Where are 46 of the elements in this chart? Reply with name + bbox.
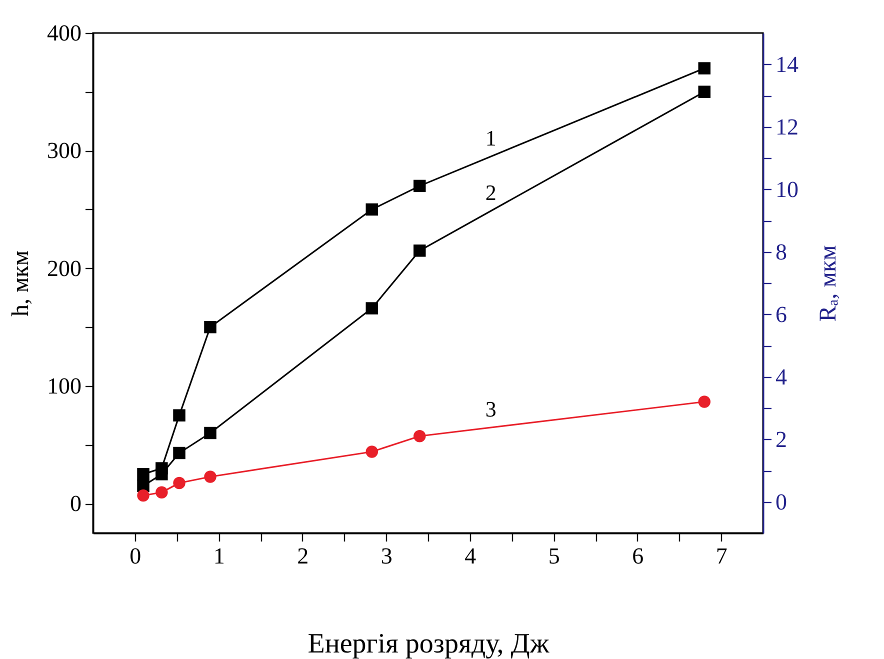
- point: [137, 468, 150, 480]
- point: [366, 203, 378, 216]
- point: [414, 430, 426, 442]
- point: [698, 62, 710, 74]
- x-tick-label: 3: [380, 544, 392, 568]
- point: [173, 446, 186, 460]
- point: [156, 486, 168, 498]
- point: [173, 409, 186, 422]
- x-tick-label: 0: [130, 544, 142, 568]
- y-tick-label: 300: [47, 138, 82, 164]
- x-tick-label: 1: [213, 544, 225, 568]
- x-tick-label: 7: [716, 544, 728, 568]
- y-tick-label: 200: [47, 256, 82, 281]
- point: [156, 468, 168, 480]
- point: [204, 470, 216, 483]
- y2-tick-label: 10: [776, 176, 798, 202]
- point: [366, 302, 378, 314]
- x-tick-label: 4: [464, 544, 477, 568]
- series-label: 1: [485, 126, 496, 151]
- x-tick-label: 5: [548, 544, 560, 568]
- x-tick-label: 6: [632, 544, 644, 568]
- x-tick-label: 2: [297, 544, 309, 568]
- point: [698, 86, 710, 98]
- point: [698, 396, 710, 408]
- series-label: 2: [485, 180, 496, 205]
- y2-tick-label: 2: [776, 426, 787, 452]
- y-tick-label: 400: [47, 20, 82, 46]
- y2-axis-title: Rₐ, мкм: [816, 245, 842, 322]
- y2-tick-label: 6: [776, 302, 787, 327]
- y-tick-label: 100: [47, 373, 82, 398]
- y-axis-title: h, мкм: [8, 250, 34, 317]
- point: [204, 320, 216, 334]
- y2-tick-label: 12: [776, 114, 798, 140]
- y2-tick-label: 4: [776, 364, 788, 390]
- y2-tick-label: 8: [776, 239, 787, 264]
- point: [366, 446, 378, 458]
- y2-tick-label: 14: [776, 52, 799, 77]
- point: [204, 426, 216, 440]
- point: [414, 180, 426, 192]
- point: [414, 244, 426, 257]
- x-axis-title: Енергія розряду, Дж: [308, 628, 550, 659]
- y2-tick-label: 0: [776, 489, 787, 514]
- point: [137, 489, 150, 502]
- point: [173, 476, 186, 490]
- y-tick-label: 0: [70, 491, 82, 516]
- series-label: 3: [485, 396, 496, 422]
